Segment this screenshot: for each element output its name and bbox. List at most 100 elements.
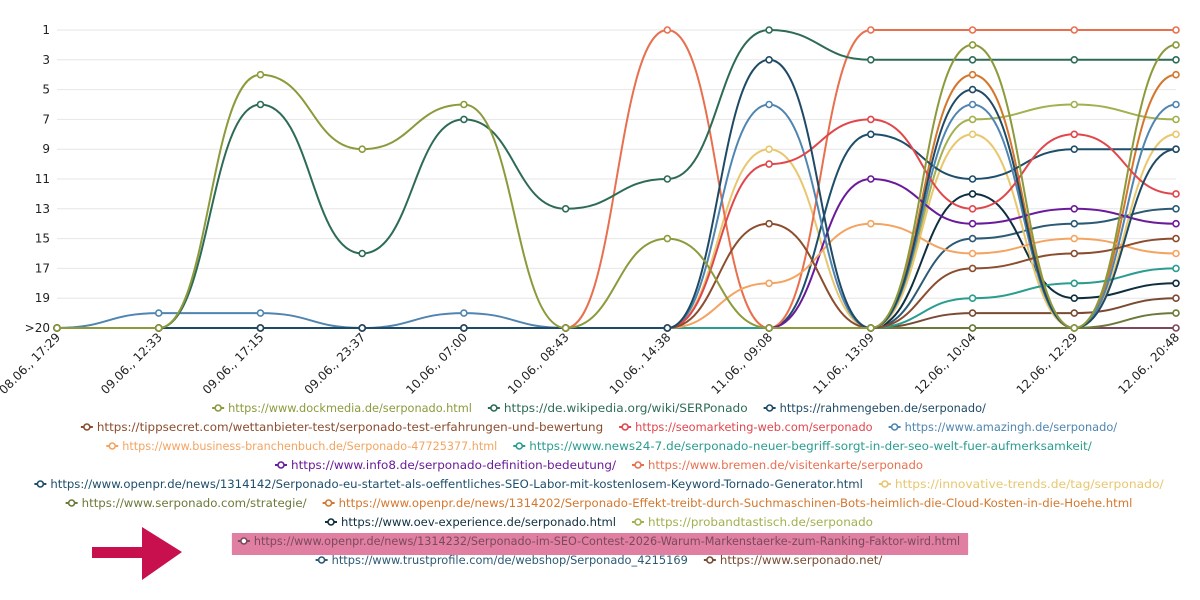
legend-item[interactable]: https://www.dockmedia.de/serponado.html [212,401,472,415]
data-point [460,309,468,317]
legend-marker-dot [621,423,629,431]
data-point [765,55,773,64]
legend-marker-dot [634,518,642,526]
data-point [1172,190,1180,198]
series-line [56,103,1177,330]
legend-item[interactable]: https://www.openpr.de/news/1314142/Serpo… [34,477,863,491]
legend-item[interactable]: https://de.wikipedia.org/wiki/SERPonado [487,401,748,415]
x-tick-label: 09.06., 17:15 [200,330,267,397]
legend-item[interactable]: https://rahmengeben.de/serponado/ [763,401,986,415]
series-line [57,192,1177,329]
legend-label: https://rahmengeben.de/serponado/ [780,401,986,415]
legend-label: https://seomarketing-web.com/serponado [635,420,873,434]
data-point [968,294,977,303]
legend-item[interactable]: https://www.serponado.com/strategie/ [65,496,307,510]
data-point [968,26,977,34]
series-0 [53,41,1180,332]
legend-item[interactable]: https://seomarketing-web.com/serponado [619,420,873,434]
legend-item[interactable]: https://www.amazingh.de/serponado/ [888,420,1118,434]
data-point [968,130,977,139]
legend-marker-dot [240,537,248,545]
legend-label: https://www.serponado.com/strategie/ [82,496,307,510]
data-point [1070,309,1079,317]
legend-marker-dot [765,404,774,412]
y-tick-label: 11 [35,172,50,186]
legend-marker-dot [36,480,45,488]
data-point [1070,130,1079,139]
legend-item[interactable]: https://www.news24-7.de/serponado-neuer-… [513,439,1092,453]
legend-marker-dot [706,556,714,564]
data-point [663,26,672,34]
data-point [1172,130,1180,139]
y-tick-label: 17 [35,261,50,275]
legend-item[interactable]: https://www.openpr.de/news/1314232/Serpo… [231,533,969,555]
legend-item[interactable]: https://probandtastisch.de/serponado [632,515,873,529]
legend-item[interactable]: https://www.oev-experience.de/serponado.… [325,515,616,529]
data-point [1172,26,1180,34]
data-point [1172,70,1180,79]
y-tick-label: 19 [35,291,50,305]
y-tick-label: >20 [25,321,50,335]
x-tick-label: 09.06., 12:33 [98,330,165,397]
data-point [867,115,875,124]
legend-item[interactable]: https://www.openpr.de/news/1314202/Serpo… [322,496,1133,510]
legend-label: https://innovative-trends.de/tag/serpona… [895,477,1164,491]
data-point [1070,145,1079,153]
data-point [1172,205,1180,213]
data-point [765,279,773,288]
data-point [968,41,977,49]
legend-item[interactable]: https://innovative-trends.de/tag/serpona… [878,477,1164,491]
legend-marker-dot [108,442,117,450]
series-13 [53,70,1180,332]
y-tick-label: 1 [42,23,50,37]
data-point [1070,100,1079,109]
legend-marker-dot [317,556,326,564]
highlight-arrow [92,527,182,580]
series-line [57,312,1177,329]
legend: https://www.dockmedia.de/serponado.html h… [34,401,1164,567]
series-lines [53,26,1180,332]
legend-item[interactable]: https://www.trustprofile.com/de/webshop/… [315,553,688,567]
data-point [561,324,570,332]
legend-label: https://tippsecret.com/wettanbieter-test… [97,420,603,434]
data-point [256,309,265,317]
data-point [561,205,570,213]
legend-item[interactable]: https://www.bremen.de/visitenkarte/serpo… [632,458,923,472]
legend-item[interactable]: https://tippsecret.com/wettanbieter-test… [80,420,603,434]
legend-highlight-box [231,533,969,555]
legend-marker-dot [214,404,222,412]
legend-label: https://www.openpr.de/news/1314232/Serpo… [254,534,960,548]
data-point [1070,26,1079,34]
x-axis-ticks: 08.06., 17:29 09.06., 12:33 09.06., 17:15 0… [0,330,1182,397]
legend-label: https://www.serponado.net/ [720,553,883,567]
data-point [968,309,977,317]
legend-label: https://www.info8.de/serponado-definitio… [291,458,616,472]
data-point [1172,249,1180,258]
data-point [358,324,366,332]
data-point [1172,324,1180,332]
data-point [765,100,773,109]
series-8 [53,175,1180,332]
x-tick-label: 11.06., 13:09 [810,330,877,397]
data-point [1172,55,1180,64]
legend-label: https://www.dockmedia.de/serponado.html [228,401,472,415]
legend-label: https://probandtastisch.de/serponado [648,515,873,529]
series-5 [53,100,1180,332]
legend-item[interactable]: https://www.info8.de/serponado-definitio… [275,458,616,472]
legend-marker-dot [890,423,899,431]
legend-marker-dot [490,404,498,412]
legend-item[interactable]: https://www.business-branchenbuch.de/Ser… [106,439,497,453]
data-point [1172,309,1180,317]
data-point [968,85,977,94]
data-point [968,205,977,213]
data-point [1172,100,1180,109]
data-point [867,26,875,34]
series-line [57,133,1176,329]
data-point [256,324,265,332]
data-point [867,324,875,332]
legend-item[interactable]: https://www.serponado.net/ [703,553,883,567]
x-tick-label: 10.06., 08:43 [505,330,572,397]
